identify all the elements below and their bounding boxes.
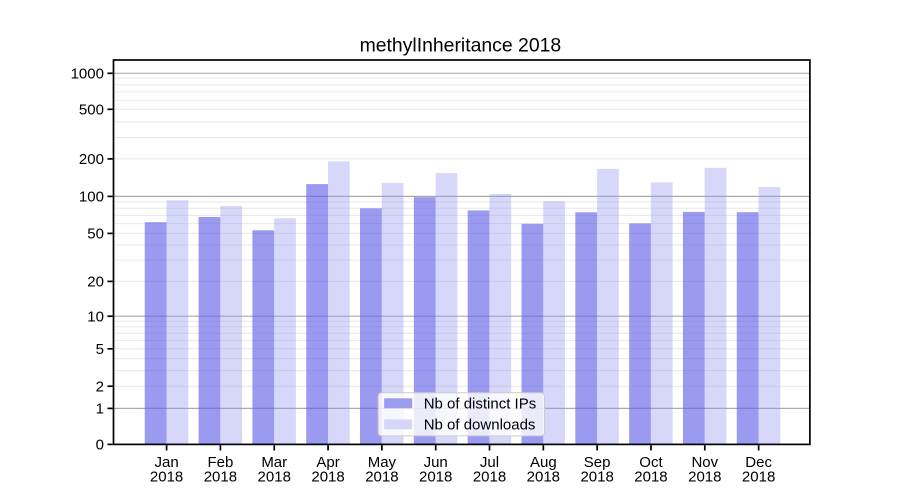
svg-text:100: 100 <box>79 189 104 206</box>
svg-text:Nb of distinct IPs: Nb of distinct IPs <box>424 395 537 412</box>
svg-text:Jun: Jun <box>424 454 448 471</box>
svg-text:20: 20 <box>87 274 104 291</box>
svg-text:Nb of downloads: Nb of downloads <box>424 416 536 433</box>
svg-text:1000: 1000 <box>71 66 104 83</box>
svg-text:Apr: Apr <box>316 454 339 471</box>
svg-text:5: 5 <box>96 341 104 358</box>
svg-text:2018: 2018 <box>634 469 667 486</box>
svg-text:Jan: Jan <box>155 454 179 471</box>
svg-text:2018: 2018 <box>742 469 775 486</box>
svg-text:Feb: Feb <box>207 454 233 471</box>
svg-text:2018: 2018 <box>365 469 398 486</box>
svg-text:2018: 2018 <box>311 469 344 486</box>
svg-text:May: May <box>368 454 397 471</box>
svg-text:2018: 2018 <box>473 469 506 486</box>
svg-text:Mar: Mar <box>261 454 287 471</box>
svg-text:2018: 2018 <box>204 469 237 486</box>
svg-text:2018: 2018 <box>527 469 560 486</box>
svg-text:500: 500 <box>79 102 104 119</box>
svg-text:2018: 2018 <box>419 469 452 486</box>
svg-text:2018: 2018 <box>688 469 721 486</box>
svg-text:2018: 2018 <box>580 469 613 486</box>
svg-text:2018: 2018 <box>150 469 183 486</box>
svg-text:Jul: Jul <box>480 454 499 471</box>
svg-text:Oct: Oct <box>639 454 663 471</box>
svg-text:Dec: Dec <box>745 454 772 471</box>
svg-text:Sep: Sep <box>584 454 611 471</box>
svg-text:2018: 2018 <box>258 469 291 486</box>
svg-text:Nov: Nov <box>691 454 718 471</box>
svg-text:2: 2 <box>96 378 104 395</box>
svg-text:1: 1 <box>96 401 104 418</box>
svg-text:10: 10 <box>87 308 104 325</box>
svg-text:50: 50 <box>87 226 104 243</box>
svg-text:0: 0 <box>96 437 104 454</box>
svg-text:Aug: Aug <box>530 454 557 471</box>
svg-text:methylInheritance 2018: methylInheritance 2018 <box>360 34 562 56</box>
svg-text:200: 200 <box>79 151 104 168</box>
